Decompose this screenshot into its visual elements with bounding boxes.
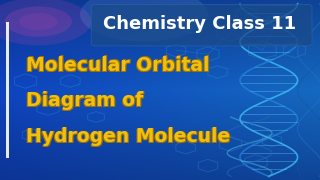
Text: Molecular Orbital: Molecular Orbital	[26, 56, 209, 75]
Text: Diagram of: Diagram of	[27, 91, 144, 110]
Text: Diagram of: Diagram of	[27, 92, 144, 111]
Text: Hydrogen Molecule: Hydrogen Molecule	[27, 127, 231, 146]
Text: Molecular Orbital: Molecular Orbital	[27, 55, 210, 75]
Text: Molecular Orbital: Molecular Orbital	[27, 57, 210, 76]
Text: Hydrogen Molecule: Hydrogen Molecule	[27, 128, 231, 147]
Text: Hydrogen Molecule: Hydrogen Molecule	[26, 127, 230, 146]
Ellipse shape	[19, 13, 58, 30]
Bar	[6, 22, 9, 158]
Text: Diagram of: Diagram of	[26, 91, 143, 110]
Ellipse shape	[80, 0, 208, 41]
Ellipse shape	[5, 6, 72, 37]
Text: Chemistry Class 11: Chemistry Class 11	[103, 15, 297, 33]
FancyBboxPatch shape	[91, 4, 312, 46]
Text: Diagram of: Diagram of	[25, 92, 142, 111]
Ellipse shape	[0, 0, 91, 45]
Text: Hydrogen Molecule: Hydrogen Molecule	[25, 128, 229, 147]
Text: Molecular Orbital: Molecular Orbital	[25, 57, 208, 76]
